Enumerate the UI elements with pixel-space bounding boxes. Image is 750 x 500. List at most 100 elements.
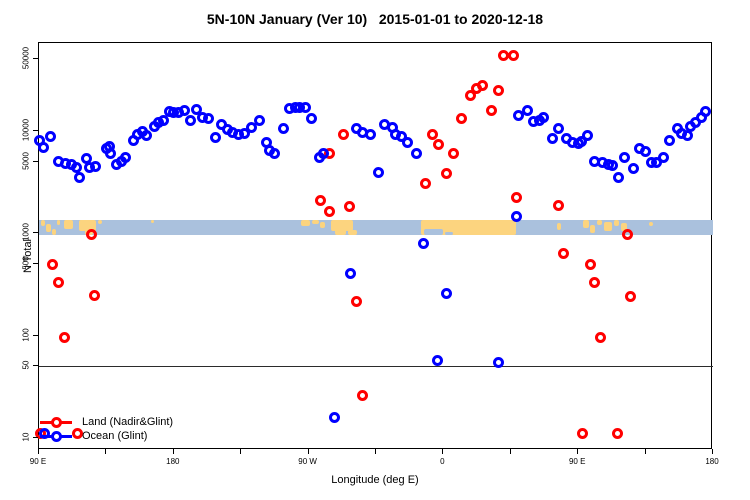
data-point [52,277,64,289]
plot-area [33,42,713,449]
land-patch [151,220,154,223]
land-patch [621,223,627,231]
land-patch [57,220,60,225]
data-point [345,267,357,279]
x-axis-tick-label: 0 [440,457,445,466]
land-patch [421,220,516,235]
x-axis-tick-label: 90 E [29,457,47,466]
data-point [512,110,524,122]
y-axis-tick [33,58,38,60]
data-point [105,148,117,160]
data-point [511,211,523,223]
y-axis-tick-label: 1000 [21,223,31,242]
data-point [395,131,407,143]
data-point [210,132,222,144]
data-point [410,148,422,160]
data-point [448,148,460,160]
legend: Land (Nadir&Glint) Ocean (Glint) [40,415,173,443]
land-patch [614,220,619,226]
chart-title: 5N-10N January (Ver 10) 2015-01-01 to 20… [206,11,544,27]
legend-label-ocean: Ocean (Glint) [82,430,148,442]
legend-symbol-land [40,416,72,428]
data-point [493,356,505,368]
data-point [689,117,701,129]
y-axis-tick-label: 100 [21,327,31,342]
data-point [351,295,363,307]
data-point [682,130,694,142]
data-point [357,389,369,401]
data-point [328,411,340,423]
data-point [497,50,509,62]
x-axis-tick [307,449,309,454]
x-axis-tick [442,449,444,454]
y-axis-tick [33,232,38,234]
land-patch [52,229,56,235]
data-point [318,147,330,159]
data-point [120,152,132,164]
data-point [306,113,318,125]
data-point [343,201,355,213]
y-axis-tick [33,129,38,131]
data-point [664,134,676,146]
data-point [640,145,652,157]
data-point [440,168,452,180]
land-patch [597,220,602,225]
data-point [277,123,289,135]
legend-item-ocean: Ocean (Glint) [40,429,173,443]
data-point [300,102,312,114]
data-point [622,229,634,241]
data-point [650,157,662,169]
map-band [39,220,713,235]
land-patch [320,222,325,228]
y-axis-tick [33,160,38,162]
data-point [141,130,153,142]
data-point [455,113,467,125]
data-point [85,229,97,241]
x-axis-tick [644,449,646,454]
land-patch [649,222,653,226]
data-point [476,79,488,91]
data-point [595,332,607,344]
data-point [90,161,102,173]
y-axis-tick-label: 50000 [21,46,31,70]
x-axis-tick [712,449,713,454]
y-axis-tick [33,334,38,336]
data-point [700,106,711,118]
y-axis-tick-label: 50 [21,360,31,370]
data-point [613,171,625,183]
x-axis-tick [105,449,107,454]
x-axis-tick [375,449,376,454]
data-point [58,332,70,344]
land-patch [98,220,102,224]
legend-item-land: Land (Nadir&Glint) [40,415,173,429]
data-point [324,206,336,218]
data-point [611,428,623,440]
land-patch [604,222,612,231]
data-point [39,428,51,440]
data-point [419,178,431,190]
data-point [246,122,258,134]
data-point [464,90,476,102]
data-point [557,248,569,260]
data-point [72,428,84,440]
data-point [577,428,589,440]
x-axis-tick [38,449,39,454]
data-point [431,355,443,367]
data-point [38,141,49,153]
x-axis-tick-label: 90 E [568,457,586,466]
data-point [521,105,533,117]
x-axis-tick-label: 180 [705,457,719,466]
data-point [46,259,58,271]
land-patch [583,220,589,228]
data-point [202,113,214,125]
data-point [485,105,497,117]
land-patch [46,224,51,232]
data-point [547,133,559,145]
data-point [337,129,349,141]
land-patch [557,223,561,230]
data-point [88,290,100,302]
reference-line-50 [39,366,713,368]
data-point [427,129,439,141]
data-point [45,131,57,143]
